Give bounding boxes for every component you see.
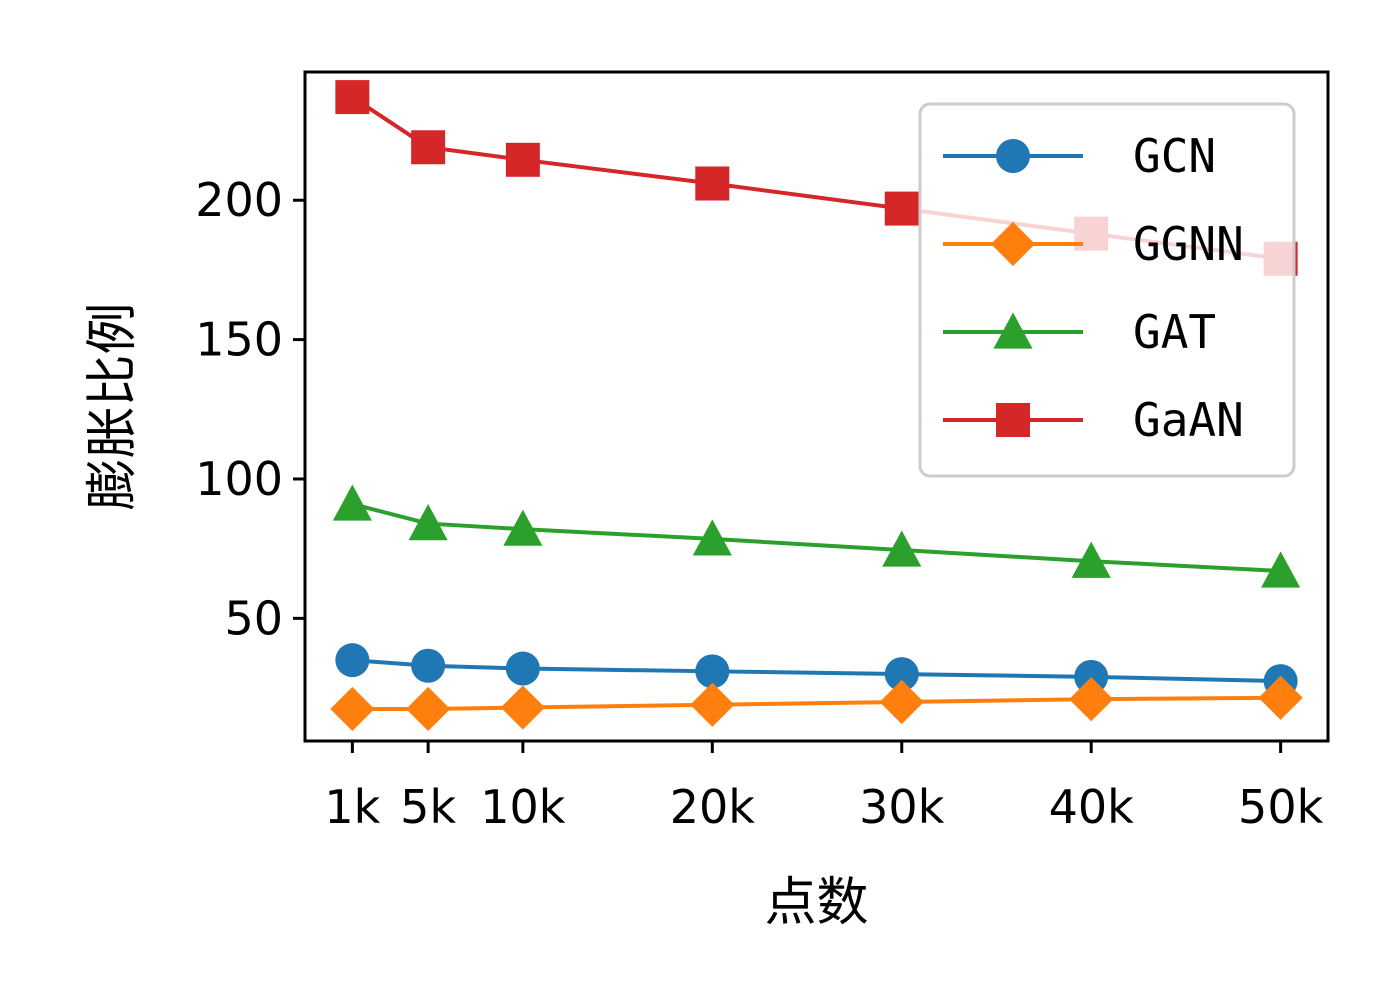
data-point-ggnn-50k [1258,675,1303,720]
data-point-ggnn-1k [330,686,375,732]
x-tick-label: 10k [480,780,566,834]
series-gat [332,484,1301,588]
x-tick-label: 20k [670,780,756,834]
legend: GCN GGNN GAT GaAN [918,102,1296,478]
legend-marker-square [996,403,1030,437]
x-tick-label: 50k [1238,780,1324,834]
series-line-gat [351,502,1281,573]
y-tick-label: 200 [195,173,283,227]
series-line-gcn [352,658,1281,684]
legend-label: GaAN [1133,393,1244,447]
x-axis: 1k 5k 10k 20k 30k 40k 50k [324,741,1324,834]
data-point-gcn-40k [1074,659,1109,694]
data-point-gcn-5k [411,648,446,683]
data-point-ggnn-5k [406,686,451,732]
legend-marker-triangle [993,312,1033,349]
x-tick-label: 40k [1049,780,1135,834]
data-point-gcn-1k [335,643,370,678]
data-point-ggnn-20k [690,682,735,727]
data-point-gaan-10k [505,142,540,177]
y-tick-label: 150 [195,313,283,367]
y-axis: 50 100 150 200 [195,173,305,645]
legend-label: GAT [1133,305,1216,359]
data-point-gat-10k [503,509,543,546]
legend-item-gcn: GCN [943,129,1216,183]
data-point-ggnn-40k [1069,677,1114,722]
data-point-gaan-20k [695,166,730,201]
series-ggnn [330,675,1303,732]
plot-frame [303,70,1330,743]
legend-item-gaan: GaAN [943,393,1244,447]
legend-item-gat: GAT [943,305,1216,359]
data-point-gaan-30k [884,191,919,226]
data-point-gat-5k [408,504,448,541]
legend-item-ggnn: GGNN [943,217,1244,271]
x-tick-label: 30k [859,780,945,834]
data-point-gat-1k [332,484,372,521]
data-point-gat-30k [882,530,922,567]
y-tick-label: 50 [224,591,283,645]
data-point-gat-20k [692,519,732,556]
data-point-ggnn-30k [879,679,924,725]
data-point-gcn-10k [505,651,540,686]
data-point-gaan-1k [335,80,370,115]
legend-marker-diamond [990,221,1036,267]
legend-label: GCN [1133,129,1216,183]
data-point-gaan-5k [411,130,446,165]
series-gcn [335,643,1298,699]
y-axis-label: 膨胀比例 [83,302,143,510]
y-tick-label: 100 [195,452,283,506]
plot-area [330,80,1303,732]
x-tick-label: 5k [400,780,456,834]
legend-box [918,102,1296,478]
data-point-gat-40k [1071,541,1111,578]
x-axis-label: 点数 [764,873,868,933]
data-point-ggnn-10k [500,685,545,730]
legend-marker-circle [996,139,1030,173]
series-line-ggnn [352,695,1281,711]
x-tick-label: 1k [324,780,380,834]
data-point-gcn-20k [695,654,730,689]
data-point-gat-50k [1261,551,1301,588]
data-point-gcn-30k [884,657,919,692]
legend-label: GGNN [1133,217,1244,271]
